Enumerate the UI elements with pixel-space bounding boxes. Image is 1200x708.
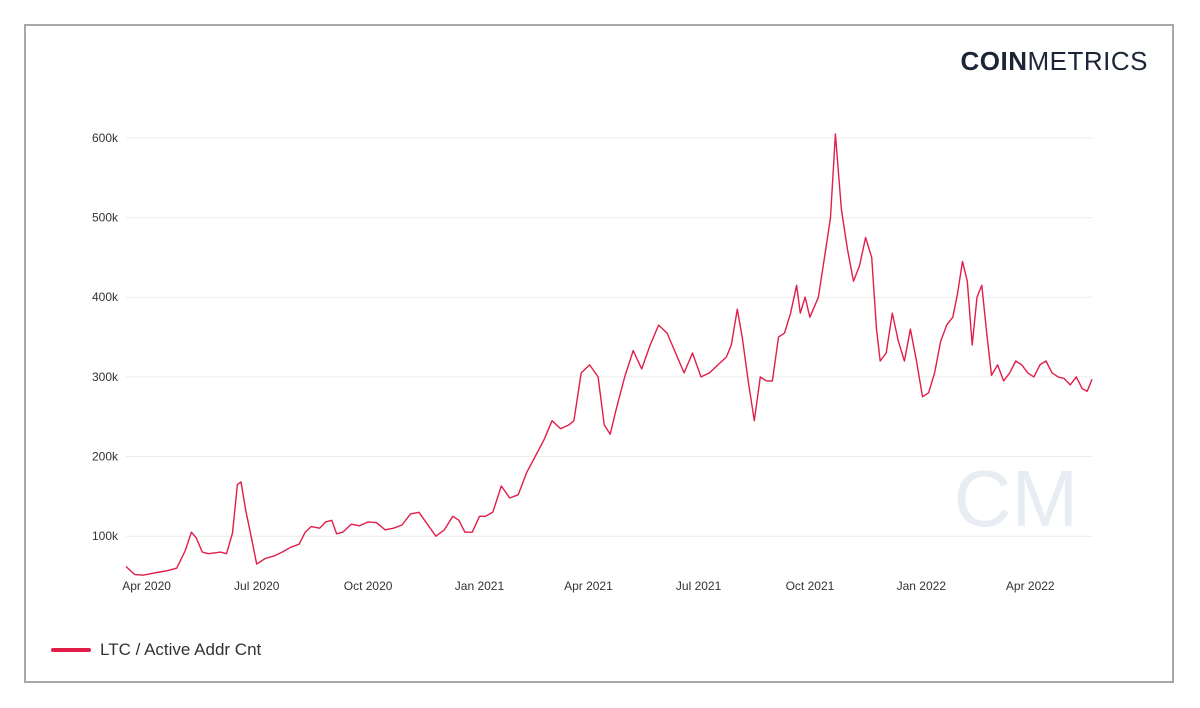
y-tick-label: 100k <box>92 529 119 543</box>
y-tick-label: 600k <box>92 131 119 145</box>
series-line-ltc-active-addr <box>125 133 1093 576</box>
legend-swatch <box>51 648 91 652</box>
line-chart: CM 100k 200k 300k 400k 500k 600k Apr 2020 Jul … <box>92 131 1093 593</box>
y-tick-label: 400k <box>92 290 119 304</box>
y-tick-label: 200k <box>92 450 119 464</box>
x-tick-label: Apr 2021 <box>564 579 613 593</box>
x-tick-label: Oct 2021 <box>786 579 835 593</box>
coinmetrics-logo: COINMETRICS <box>960 46 1148 76</box>
x-tick-label: Jan 2021 <box>455 579 505 593</box>
legend: LTC / Active Addr Cnt <box>51 640 261 660</box>
legend-label: LTC / Active Addr Cnt <box>100 640 262 659</box>
y-tick-label: 500k <box>92 211 119 225</box>
x-tick-label: Apr 2022 <box>1006 579 1055 593</box>
x-tick-label: Jul 2020 <box>234 579 280 593</box>
x-tick-label: Oct 2020 <box>344 579 393 593</box>
y-tick-label: 300k <box>92 370 119 384</box>
x-tick-label: Apr 2020 <box>122 579 171 593</box>
x-tick-label: Jul 2021 <box>676 579 722 593</box>
x-tick-label: Jan 2022 <box>897 579 947 593</box>
cm-watermark: CM <box>954 454 1078 543</box>
chart-frame: COINMETRICS CM 100k 200k 300k 400k 500k 600k … <box>24 24 1174 683</box>
